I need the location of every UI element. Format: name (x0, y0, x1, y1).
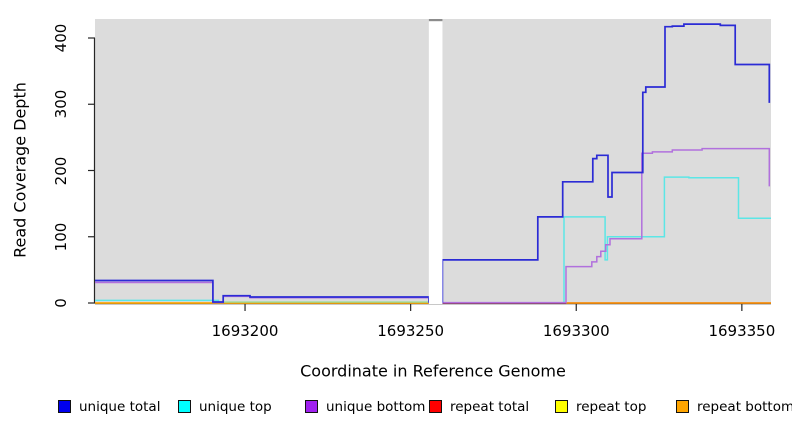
legend-label: unique bottom (326, 398, 426, 415)
legend-label: repeat top (576, 398, 647, 415)
legend-item-unique-total: unique total (58, 398, 161, 415)
y-tick-label: 300 (52, 89, 70, 119)
x-axis-title: Coordinate in Reference Genome (300, 361, 566, 381)
legend-swatch-icon (676, 400, 689, 413)
series-unique-top (563, 176, 771, 303)
x-tick-label: 1693200 (211, 322, 279, 340)
legend-item-repeat-top: repeat top (555, 398, 647, 415)
y-tick-label: 0 (52, 298, 70, 308)
y-tick-label: 100 (52, 222, 70, 252)
series-unique-total (95, 279, 430, 303)
legend-swatch-icon (429, 400, 442, 413)
legend-item-unique-bottom: unique bottom (305, 398, 426, 415)
legend-label: unique total (79, 398, 161, 415)
y-axis-title: Read Coverage Depth (10, 82, 30, 258)
legend-label: repeat total (450, 398, 530, 415)
legend-item-unique-top: unique top (178, 398, 272, 415)
x-tick-label: 1693350 (708, 322, 776, 340)
gap-top-cap (428, 19, 443, 22)
y-tick-label: 200 (52, 156, 70, 185)
series-unique-bottom (442, 147, 771, 304)
legend-label: repeat bottom (697, 398, 792, 415)
legend-item-repeat-total: repeat total (429, 398, 530, 415)
no-data-gap (428, 19, 443, 304)
legend-swatch-icon (178, 400, 191, 413)
x-tick-label: 1693250 (377, 322, 445, 340)
series-unique-total (441, 23, 771, 303)
series-unique-top (95, 299, 222, 303)
legend-swatch-icon (555, 400, 568, 413)
x-tick-label: 1693300 (542, 322, 610, 340)
y-tick-label: 400 (52, 23, 70, 53)
legend-swatch-icon (305, 400, 318, 413)
legend-label: unique top (199, 398, 272, 415)
legend-item-repeat-bottom: repeat bottom (676, 398, 792, 415)
legend-swatch-icon (58, 400, 71, 413)
